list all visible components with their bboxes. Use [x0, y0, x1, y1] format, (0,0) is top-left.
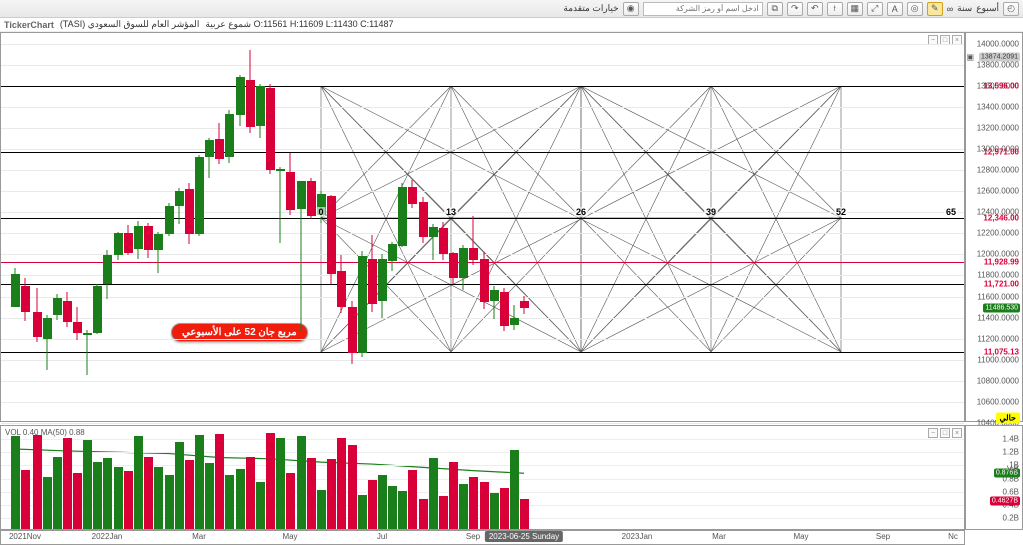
infinity-icon[interactable]: ∞ — [947, 4, 953, 14]
ticker-info: TickerChart (TASI) المؤشر العام للسوق ال… — [0, 18, 1023, 32]
symbol-name: (TASI) المؤشر العام للسوق السعودي — [60, 19, 200, 30]
toolbar: ◴ أسبوع سنة ∞ ✎ ◎ A ⤢ ▦ ⟊ ↶ ↷ ⧉ ◉ خيارات… — [0, 0, 1023, 18]
target-icon[interactable]: ◎ — [907, 2, 923, 16]
redo-icon[interactable]: ↷ — [787, 2, 803, 16]
pane-minimize-icon[interactable]: − — [928, 428, 938, 438]
a-icon[interactable]: A — [887, 2, 903, 16]
undo-icon[interactable]: ↶ — [807, 2, 823, 16]
advanced-options[interactable]: خيارات متقدمة — [563, 3, 618, 14]
pane-maximize-icon[interactable]: □ — [940, 428, 950, 438]
time-axis: 2021Nov2022JanMarMayJulSepNov2023JanMarM… — [0, 530, 965, 545]
price-axis: 10400.000010600.000010800.000011000.0000… — [965, 32, 1023, 422]
camera-icon[interactable]: ◉ — [623, 2, 639, 16]
grid-icon[interactable]: ▦ — [847, 2, 863, 16]
period-year[interactable]: سنة — [957, 3, 972, 14]
volume-chart[interactable]: VOL 0.40 MA(50) 0.88 − □ × — [0, 425, 965, 530]
ruler-icon[interactable]: ⟊ — [827, 2, 843, 16]
edit-icon[interactable]: ✎ — [927, 2, 943, 16]
copy-icon[interactable]: ⧉ — [767, 2, 783, 16]
pane-close-icon[interactable]: × — [952, 428, 962, 438]
search-input[interactable] — [643, 2, 763, 16]
period-week[interactable]: أسبوع — [976, 3, 999, 14]
ohlc-info: شموع عربية O:11561 H:11609 L:11430 C:114… — [205, 19, 393, 30]
clock-icon[interactable]: ◴ — [1003, 2, 1019, 16]
logo: TickerChart — [4, 20, 54, 30]
volume-axis: 0.2B0.4B0.6B0.8B1B1.2B1.4B0.4627B0.876BV… — [965, 425, 1023, 530]
trend-icon[interactable]: ⤢ — [867, 2, 883, 16]
price-chart[interactable]: − □ × مربع جان 52 على الأسبوعي 013263952… — [0, 32, 965, 422]
